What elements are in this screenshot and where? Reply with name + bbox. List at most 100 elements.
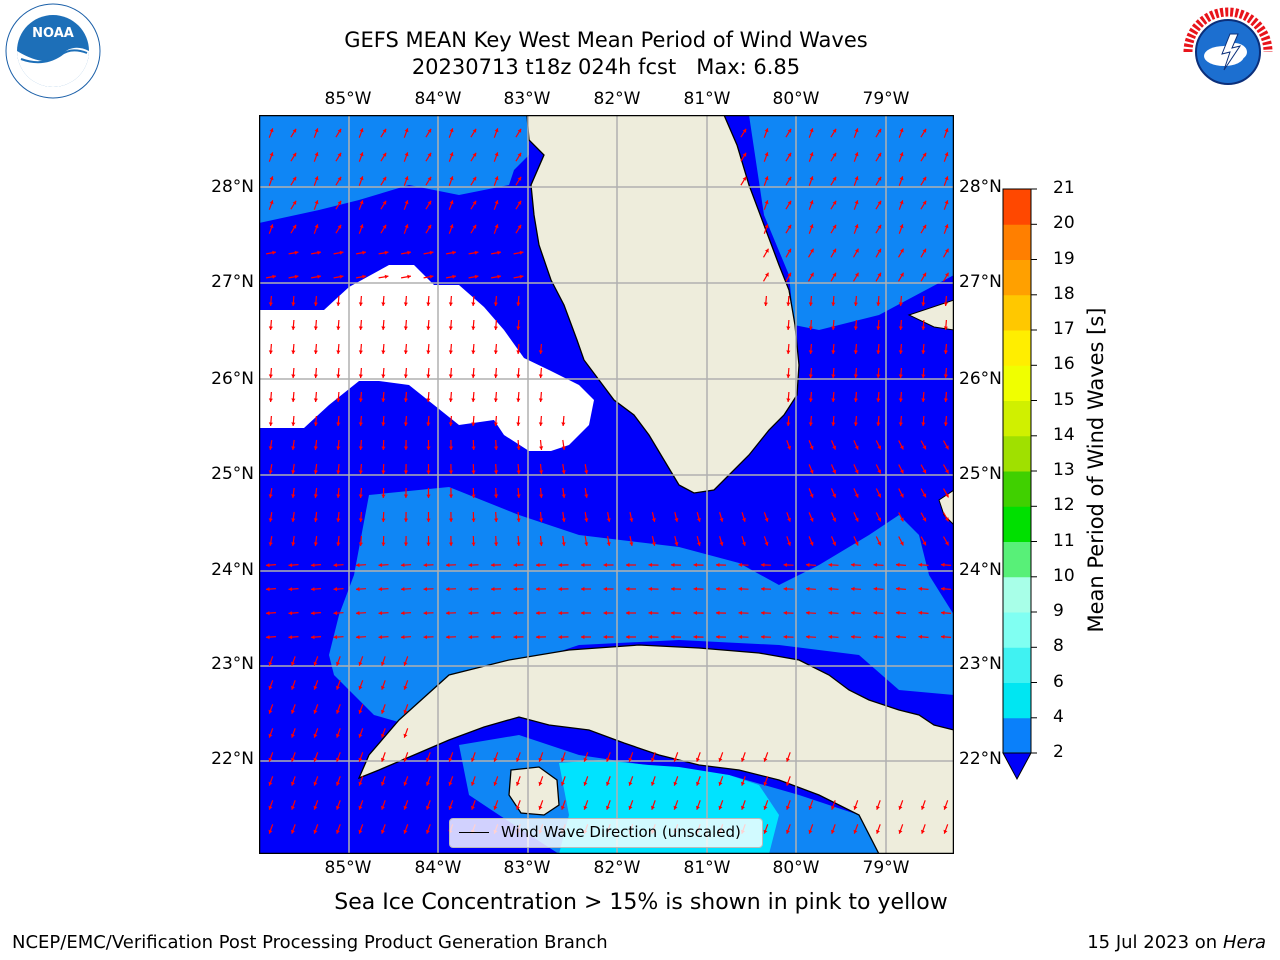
wave-direction-arrowhead [787, 541, 791, 546]
wave-direction-arrowhead [268, 470, 273, 474]
wave-direction-arrowhead [268, 350, 273, 354]
wave-direction-arrowhead [333, 587, 338, 592]
wave-direction-arrowhead [626, 634, 630, 640]
lat-label-left: 24°N [211, 560, 254, 580]
wave-direction-arrowhead [877, 445, 881, 450]
lat-label-left: 27°N [211, 272, 254, 292]
wave-direction-arrowhead [291, 374, 296, 378]
wave-direction-arrowhead [471, 326, 476, 330]
wave-direction-arrowhead [336, 350, 341, 354]
wave-direction-arrowhead [407, 250, 411, 255]
period-4-6-region-nw [259, 115, 529, 223]
wave-direction-arrowhead [854, 152, 859, 157]
wave-direction-arrowhead [876, 326, 881, 330]
wave-direction-arrowhead [786, 781, 790, 786]
wave-direction-arrowhead [877, 224, 882, 229]
wave-direction-arrowhead [648, 586, 652, 591]
wave-direction-arrowhead [471, 398, 476, 402]
wave-direction-arrowhead [266, 611, 270, 616]
wave-direction-arrowhead [831, 350, 836, 354]
wave-direction-arrowhead [266, 563, 270, 568]
wave-direction-arrowhead [471, 374, 476, 378]
wave-direction-arrowhead [945, 445, 949, 450]
wave-direction-arrowhead [831, 805, 835, 810]
colorbar-label: Mean Period of Wind Waves [s] [1084, 307, 1108, 633]
wave-direction-arrowhead [384, 274, 389, 279]
wave-direction-arrowhead [493, 374, 498, 378]
wave-direction-arrowhead [449, 176, 454, 181]
wave-direction-arrowhead [876, 398, 881, 402]
wave-direction-arrowhead [491, 635, 495, 640]
wave-direction-arrowhead [519, 250, 524, 255]
wave-direction-arrowhead [291, 470, 296, 474]
wave-direction-arrowhead [268, 542, 273, 546]
wave-direction-arrowhead [516, 398, 521, 402]
wave-direction-arrowhead [336, 302, 341, 306]
wave-direction-arrowhead [313, 518, 318, 522]
map-gridlines [259, 115, 954, 854]
wave-direction-arrowhead [471, 446, 476, 450]
wave-direction-arrowhead [472, 200, 477, 205]
wave-direction-arrowhead [401, 587, 405, 592]
wave-direction-arrowhead [741, 757, 745, 762]
wave-direction-arrowhead [291, 422, 296, 426]
wave-direction-arrowhead [337, 128, 342, 133]
wave-direction-arrowhead [742, 176, 747, 181]
lon-label-bottom: 85°W [324, 858, 372, 878]
wave-direction-arrowhead [922, 200, 927, 205]
wave-direction-arrowhead [877, 152, 882, 157]
wave-direction-arrowhead [561, 757, 565, 762]
wave-direction-arrowhead [943, 302, 948, 306]
wave-direction-arrowhead [426, 350, 431, 354]
wave-direction-arrowhead [832, 200, 837, 205]
wave-direction-arrowhead [356, 635, 360, 640]
noaa-logo: NOAA [3, 3, 103, 103]
wave-direction-arrowhead [403, 757, 408, 762]
wave-direction-arrowhead [783, 586, 787, 591]
lon-label-bottom: 82°W [593, 858, 641, 878]
wave-direction-arrowhead [516, 446, 521, 450]
wave-direction-arrowhead [558, 587, 562, 592]
colorbar-tick-label: 10 [1053, 565, 1075, 586]
wave-direction-arrowhead [382, 176, 387, 181]
wave-direction-arrowhead [606, 781, 610, 786]
wave-direction-arrowhead [333, 635, 338, 640]
wave-direction-arrowhead [269, 200, 274, 205]
wave-direction-arrowhead [853, 805, 858, 810]
wave-direction-arrowhead [427, 176, 432, 181]
wave-direction-arrowhead [337, 152, 342, 157]
wave-direction-arrowhead [291, 733, 295, 738]
wave-direction-arrowhead [291, 326, 296, 330]
colorbar-segment [1003, 189, 1031, 225]
wave-direction-arrowhead [313, 398, 318, 402]
wave-direction-arrowhead [764, 541, 769, 546]
wave-direction-arrowhead [474, 274, 479, 279]
wave-direction-arrowhead [832, 541, 836, 546]
wave-direction-arrowhead [561, 494, 566, 498]
wave-direction-arrowhead [809, 176, 814, 181]
wave-direction-arrowhead [943, 350, 948, 354]
legend-line-swatch [459, 832, 489, 833]
wave-direction-arrowhead [452, 274, 456, 279]
wave-direction-arrowhead [853, 398, 858, 402]
colorbar-tick-label: 8 [1053, 636, 1064, 657]
wave-direction-arrowhead [558, 611, 562, 616]
wave-direction-arrowhead [446, 587, 450, 592]
wave-direction-arrowhead [810, 248, 814, 253]
wave-direction-arrowhead [922, 248, 927, 253]
wave-direction-arrowhead [786, 422, 791, 426]
wave-direction-arrowhead [384, 250, 389, 255]
wave-direction-arrowhead [832, 152, 837, 157]
wave-direction-arrowhead [761, 562, 765, 567]
wave-direction-arrowhead [922, 493, 927, 498]
wave-direction-arrowhead [311, 563, 315, 568]
wave-direction-arrowhead [446, 635, 450, 640]
wave-direction-arrowhead [472, 224, 477, 229]
wave-direction-arrowhead [921, 398, 926, 402]
wave-direction-arrowhead [446, 563, 450, 568]
wave-direction-arrowhead [787, 152, 792, 157]
wave-direction-arrowhead [945, 272, 949, 277]
wave-direction-arrowhead [539, 518, 544, 522]
wave-direction-arrowhead [517, 176, 522, 181]
wave-direction-arrowhead [806, 634, 810, 639]
